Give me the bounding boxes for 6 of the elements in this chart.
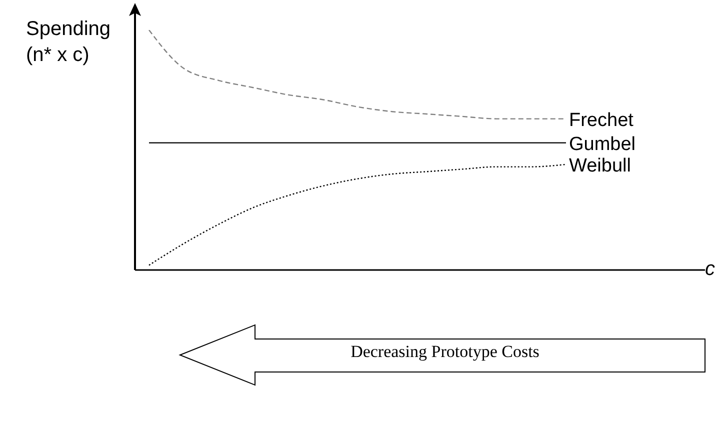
x-axis-title: c bbox=[705, 258, 715, 281]
y-axis-title: Spending (n* x c) bbox=[26, 17, 112, 68]
text: Decreasing Prototype Costs bbox=[350, 342, 540, 362]
series-label: Gumbel bbox=[569, 134, 636, 155]
series-label: Frechet bbox=[569, 110, 634, 131]
series-label: Weibull bbox=[569, 155, 631, 176]
